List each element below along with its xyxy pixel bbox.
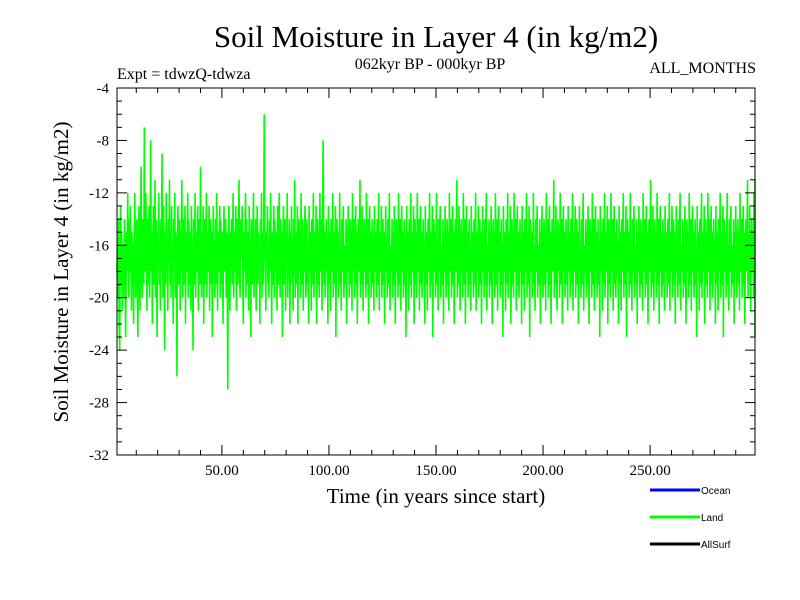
experiment-label: Expt = tdwzQ-tdwza [117,66,250,83]
legend-label-allsurf: AllSurf [701,540,731,551]
x-tick-label: 200.00 [522,463,563,479]
y-tick-label: -24 [89,343,109,359]
y-tick-label: -4 [97,81,110,97]
y-axis-label: Soil Moisture in Layer 4 (in kg/m2) [49,122,73,423]
chart-title: Soil Moisture in Layer 4 (in kg/m2) [214,19,658,54]
y-tick-label: -16 [89,238,109,254]
series-line-land [116,114,756,390]
y-tick-label: -28 [89,396,109,412]
months-label: ALL_MONTHS [649,60,756,77]
legend-label-ocean: Ocean [701,486,730,497]
axes: 50.00 100.00 150.00 200.00 250.00 -4 -8 -12 -16 -… [89,81,756,479]
x-axis-label: Time (in years since start) [327,484,546,508]
y-tick-label: -12 [89,186,109,202]
x-tick-label: 50.00 [205,463,239,479]
x-tick-label: 100.00 [308,463,349,479]
x-tick-label: 150.00 [415,463,456,479]
legend: Ocean Land AllSurf [650,486,731,551]
y-tick-label: -8 [97,133,110,149]
chart-subtitle: 062kyr BP - 000kyr BP [355,56,506,73]
y-tick-label: -20 [89,291,109,307]
x-tick-label: 250.00 [629,463,670,479]
y-tick-label: -32 [89,448,109,464]
legend-label-land: Land [701,513,723,524]
plot-area [116,114,756,390]
